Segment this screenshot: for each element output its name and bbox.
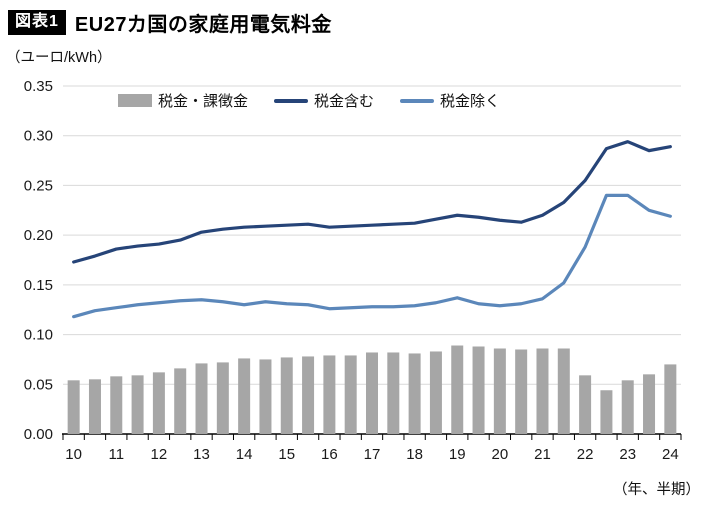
legend-item-excl-tax: 税金除く [400, 90, 500, 111]
svg-text:23: 23 [619, 446, 636, 463]
legend-line-excl-swatch-icon [400, 98, 435, 103]
chart-header: 図表1 EU27カ国の家庭用電気料金 [8, 8, 332, 37]
svg-text:0.25: 0.25 [24, 177, 53, 194]
svg-text:0.20: 0.20 [24, 227, 53, 244]
svg-text:24: 24 [662, 446, 679, 463]
legend-item-incl-tax: 税金含む [274, 90, 374, 111]
svg-text:15: 15 [278, 446, 295, 463]
svg-text:0.35: 0.35 [24, 78, 53, 95]
svg-text:0.15: 0.15 [24, 277, 53, 294]
svg-text:14: 14 [236, 446, 253, 463]
svg-text:0.05: 0.05 [24, 376, 53, 393]
chart-legend: 税金・課徴金 税金含む 税金除く [118, 90, 500, 111]
svg-text:17: 17 [364, 446, 381, 463]
svg-text:16: 16 [321, 446, 338, 463]
svg-text:0.10: 0.10 [24, 327, 53, 344]
svg-text:22: 22 [577, 446, 594, 463]
x-axis-note: （年、半期） [613, 482, 700, 498]
svg-text:20: 20 [492, 446, 509, 463]
svg-text:13: 13 [193, 446, 210, 463]
svg-text:21: 21 [534, 446, 551, 463]
legend-label-taxes: 税金・課徴金 [158, 93, 249, 110]
svg-text:0.00: 0.00 [24, 426, 53, 443]
legend-label-incl-tax: 税金含む [314, 93, 375, 110]
svg-text:12: 12 [151, 446, 168, 463]
legend-line-incl-swatch-icon [274, 98, 309, 103]
legend-label-excl-tax: 税金除く [440, 93, 501, 110]
legend-bar-swatch-icon [118, 94, 152, 107]
chart-number-badge: 図表1 [8, 10, 66, 35]
page-title: EU27カ国の家庭用電気料金 [74, 14, 332, 36]
y-axis-unit-label: （ユーロ/kWh） [6, 50, 112, 66]
legend-item-taxes: 税金・課徴金 [118, 90, 248, 111]
svg-text:10: 10 [65, 446, 82, 463]
svg-text:11: 11 [108, 446, 124, 463]
svg-text:19: 19 [449, 446, 466, 463]
svg-text:0.30: 0.30 [24, 128, 53, 145]
svg-text:18: 18 [406, 446, 423, 463]
